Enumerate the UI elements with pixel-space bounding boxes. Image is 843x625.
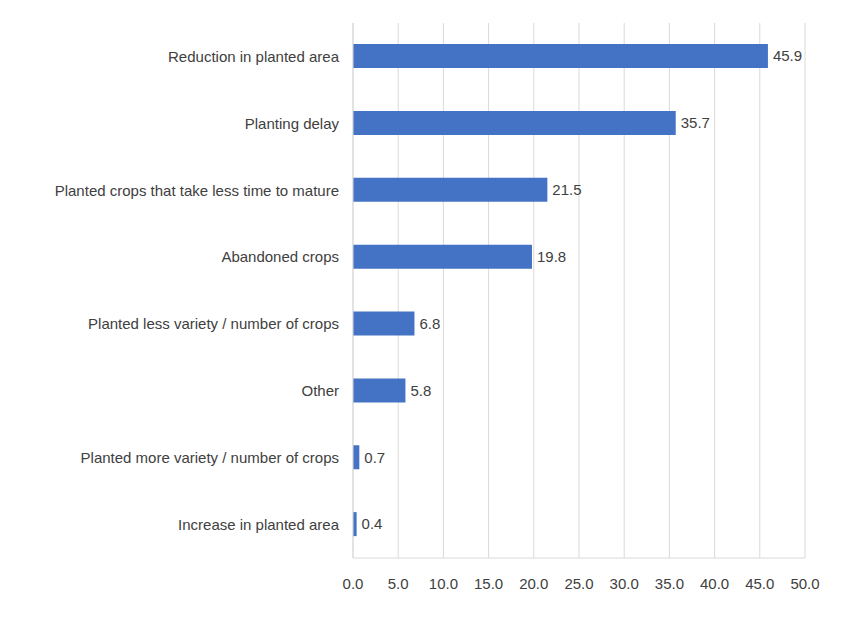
svg-text:Reduction in planted area: Reduction in planted area bbox=[168, 48, 340, 65]
svg-text:Planted crops that take less t: Planted crops that take less time to mat… bbox=[55, 182, 339, 199]
svg-text:0.4: 0.4 bbox=[362, 515, 383, 532]
svg-text:Increase in planted area: Increase in planted area bbox=[178, 516, 340, 533]
svg-text:35.0: 35.0 bbox=[655, 575, 684, 592]
svg-text:21.5: 21.5 bbox=[552, 181, 581, 198]
svg-text:25.0: 25.0 bbox=[564, 575, 593, 592]
svg-text:6.8: 6.8 bbox=[419, 315, 440, 332]
svg-text:5.8: 5.8 bbox=[410, 382, 431, 399]
svg-text:0.7: 0.7 bbox=[364, 449, 385, 466]
svg-text:Planting delay: Planting delay bbox=[245, 115, 340, 132]
svg-text:15.0: 15.0 bbox=[474, 575, 503, 592]
svg-text:Planted less variety / number: Planted less variety / number of crops bbox=[88, 315, 339, 332]
svg-text:5.0: 5.0 bbox=[388, 575, 409, 592]
svg-text:20.0: 20.0 bbox=[519, 575, 548, 592]
svg-text:19.8: 19.8 bbox=[537, 248, 566, 265]
svg-text:40.0: 40.0 bbox=[700, 575, 729, 592]
svg-text:50.0: 50.0 bbox=[790, 575, 819, 592]
svg-text:10.0: 10.0 bbox=[429, 575, 458, 592]
svg-text:Other: Other bbox=[301, 382, 339, 399]
svg-text:30.0: 30.0 bbox=[610, 575, 639, 592]
svg-text:Planted more variety / number: Planted more variety / number of crops bbox=[81, 449, 339, 466]
svg-text:0.0: 0.0 bbox=[343, 575, 364, 592]
svg-text:Abandoned crops: Abandoned crops bbox=[221, 248, 339, 265]
svg-text:45.9: 45.9 bbox=[773, 47, 802, 64]
svg-text:45.0: 45.0 bbox=[745, 575, 774, 592]
svg-text:35.7: 35.7 bbox=[681, 114, 710, 131]
